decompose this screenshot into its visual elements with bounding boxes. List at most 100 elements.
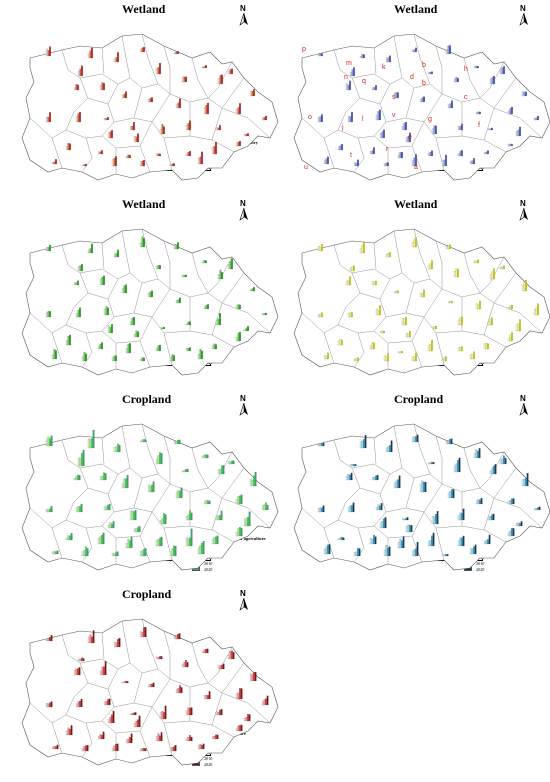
bar-glyph — [51, 349, 57, 360]
bar — [50, 635, 53, 642]
bar — [321, 312, 323, 318]
bar — [431, 150, 433, 157]
bar — [109, 717, 112, 724]
bar — [127, 538, 130, 549]
bar — [101, 475, 104, 481]
bar — [189, 347, 191, 352]
map-panel-wetland-population-density: Wetland N Population density 0.7 2000201… — [282, 195, 550, 385]
bar — [75, 476, 78, 481]
bar — [459, 317, 462, 326]
bar — [157, 657, 160, 660]
study-area-outline — [21, 423, 279, 571]
bar — [147, 484, 150, 493]
bar — [73, 478, 76, 481]
county-boundary — [101, 437, 105, 465]
bar — [533, 309, 536, 316]
bar-glyph — [371, 280, 377, 286]
bar — [77, 70, 80, 77]
bar — [53, 551, 56, 555]
bar — [247, 133, 249, 137]
bar — [215, 734, 217, 740]
bar — [327, 352, 329, 360]
bar — [89, 248, 92, 254]
bar — [239, 495, 241, 505]
bar-glyph — [201, 260, 207, 264]
bar — [231, 258, 233, 270]
county-boundary — [191, 447, 209, 489]
bar — [185, 537, 188, 547]
bar-glyph — [129, 712, 137, 716]
bar — [441, 160, 444, 167]
bar — [169, 357, 172, 362]
bar — [461, 150, 463, 157]
bar — [77, 474, 79, 481]
bar — [432, 532, 435, 547]
bar — [97, 345, 100, 350]
bar-glyph — [427, 532, 435, 547]
bar — [511, 527, 513, 537]
bar — [401, 318, 404, 326]
bar — [435, 514, 437, 525]
bar — [321, 244, 323, 252]
bar — [149, 291, 152, 298]
bar — [133, 135, 136, 143]
bar — [109, 522, 112, 529]
bar — [221, 664, 223, 670]
bar-glyph — [185, 528, 193, 547]
bar — [49, 244, 51, 252]
bar — [347, 474, 350, 481]
bar — [389, 55, 391, 63]
county-boundary — [151, 102, 191, 139]
bar-glyph — [457, 346, 463, 352]
bar-glyph — [211, 535, 219, 545]
bar — [515, 131, 518, 137]
county-boundary — [493, 302, 543, 334]
region-label: n — [344, 74, 348, 81]
bar — [143, 238, 145, 248]
county-boundary — [151, 297, 191, 334]
bar — [77, 506, 80, 513]
bar-glyph — [45, 46, 51, 57]
bar — [487, 150, 489, 155]
bar-glyph — [507, 106, 513, 115]
bar — [457, 153, 460, 157]
bar — [211, 147, 214, 155]
bar — [130, 537, 133, 549]
bar — [89, 634, 92, 644]
bar — [129, 155, 131, 159]
bar-glyph — [235, 304, 241, 310]
county-boundary — [413, 423, 431, 475]
bar — [379, 505, 381, 511]
county-boundary — [301, 244, 361, 334]
county-boundary — [463, 252, 481, 294]
bar-glyph — [249, 671, 257, 682]
bar — [431, 516, 434, 525]
bar — [450, 438, 453, 445]
bar-glyph — [347, 312, 353, 318]
bar — [487, 539, 489, 545]
county-boundary — [141, 33, 159, 85]
bar — [407, 333, 410, 338]
bar-glyph — [125, 154, 131, 159]
bar-glyph — [215, 313, 221, 326]
bar — [102, 731, 105, 740]
bar — [109, 327, 112, 334]
bar — [92, 429, 95, 449]
bar — [206, 648, 209, 654]
bar — [141, 748, 144, 752]
bar — [217, 274, 220, 280]
bar — [129, 510, 132, 521]
bar — [427, 462, 430, 465]
bar — [83, 164, 86, 167]
bar-glyph — [317, 505, 325, 513]
bar — [321, 114, 323, 123]
bar — [151, 290, 153, 298]
bar-glyph — [375, 305, 381, 316]
bar — [381, 131, 384, 139]
county-boundary — [301, 49, 361, 139]
bar — [219, 75, 222, 85]
bar — [347, 84, 350, 91]
bar-glyph — [507, 527, 515, 537]
bar — [155, 458, 158, 465]
panel-title: Wetland — [122, 2, 166, 16]
